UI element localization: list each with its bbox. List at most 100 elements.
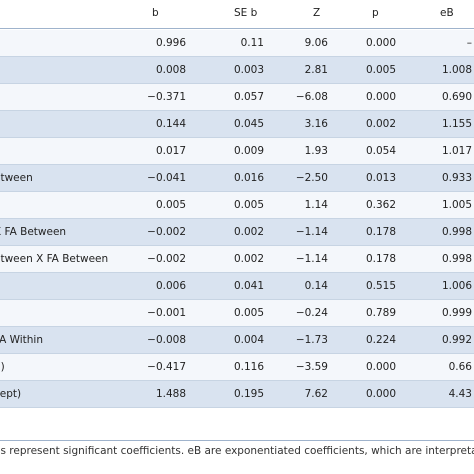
- row-label: cept): [0, 388, 22, 400]
- row-value-p: 0.000: [365, 37, 396, 49]
- row-value-z: −1.73: [295, 334, 328, 346]
- row-value-z: 7.62: [304, 388, 328, 400]
- row-value-b: −0.371: [147, 91, 186, 103]
- row-value-z: 9.06: [304, 37, 328, 49]
- table-footer-rule: [0, 440, 474, 441]
- row-value-eb: 1.006: [441, 280, 472, 292]
- row-value-se: 0.195: [233, 388, 264, 400]
- row-value-p: 0.013: [365, 172, 396, 184]
- row-value-z: 1.14: [304, 199, 328, 211]
- row-value-p: 0.362: [365, 199, 396, 211]
- row-label: FA Within: [0, 334, 44, 346]
- row-value-eb: –: [466, 37, 472, 49]
- row-value-se: 0.116: [233, 361, 264, 373]
- table-row: 0.017 0.009 1.93 0.054 1.017: [0, 138, 474, 165]
- row-value-p: 0.000: [365, 91, 396, 103]
- row-value-z: −0.24: [295, 307, 328, 319]
- row-value-eb: 0.66: [448, 361, 472, 373]
- row-value-eb: 1.005: [441, 199, 472, 211]
- row-value-p: 0.005: [365, 64, 396, 76]
- row-value-b: −0.001: [147, 307, 186, 319]
- header-eb: eB: [440, 7, 454, 19]
- row-label: n: [0, 199, 1, 212]
- row-value-p: 0.178: [365, 226, 396, 238]
- table-row: 0.008 0.003 2.81 0.005 1.008: [0, 57, 474, 84]
- table-row: 0.144 0.045 3.16 0.002 1.155: [0, 111, 474, 138]
- table-row: etween −0.041 0.016 −2.50 0.013 0.933: [0, 165, 474, 192]
- row-value-z: −1.14: [295, 253, 328, 265]
- row-value-se: 0.057: [233, 91, 264, 103]
- table-row: FA Within −0.008 0.004 −1.73 0.224 0.992: [0, 327, 474, 354]
- row-value-b: 0.006: [155, 280, 186, 292]
- row-value-eb: 0.690: [441, 91, 472, 103]
- row-value-p: 0.000: [365, 361, 396, 373]
- row-label: etween X FA Between: [0, 253, 109, 265]
- row-value-eb: 1.008: [441, 64, 472, 76]
- row-value-eb: 1.155: [441, 118, 472, 130]
- table-body: 0.996 0.11 9.06 0.000 – 0.008 0.003 2.81 0.005 1.…: [0, 30, 474, 408]
- row-value-z: 2.81: [304, 64, 328, 76]
- row-value-se: 0.004: [233, 334, 264, 346]
- row-value-se: 0.045: [233, 118, 264, 130]
- table-row: cept) 1.488 0.195 7.62 0.000 4.43: [0, 381, 474, 408]
- row-value-se: 0.041: [233, 280, 264, 292]
- row-label: etween: [0, 172, 33, 184]
- header-p: p: [372, 7, 379, 19]
- row-value-z: −6.08: [295, 91, 328, 103]
- table-header: b SE b Z p eB: [0, 0, 474, 29]
- table-row: etween X FA Between −0.002 0.002 −1.14 0.178…: [0, 246, 474, 273]
- row-label: X FA Between: [0, 226, 67, 238]
- row-value-se: 0.016: [233, 172, 264, 184]
- header-z: Z: [313, 7, 321, 19]
- row-value-b: −0.041: [147, 172, 186, 184]
- row-value-b: −0.417: [147, 361, 186, 373]
- row-value-b: 0.996: [155, 37, 186, 49]
- table-row: X FA Between −0.002 0.002 −1.14 0.178 0.998: [0, 219, 474, 246]
- table-row: 0.006 0.041 0.14 0.515 1.006: [0, 273, 474, 300]
- row-value-p: 0.054: [365, 145, 396, 157]
- row-value-se: 0.002: [233, 226, 264, 238]
- row-value-z: −1.14: [295, 226, 328, 238]
- row-value-eb: 1.017: [441, 145, 472, 157]
- row-value-eb: 0.992: [441, 334, 472, 346]
- row-value-p: 0.789: [365, 307, 396, 319]
- row-label: n): [0, 361, 5, 373]
- row-value-b: 0.017: [155, 145, 186, 157]
- row-value-z: −3.59: [295, 361, 328, 373]
- row-value-p: 0.224: [365, 334, 396, 346]
- row-value-eb: 4.43: [448, 388, 472, 400]
- table-row: n 0.005 0.005 1.14 0.362 1.005: [0, 192, 474, 219]
- header-b: b: [152, 7, 159, 19]
- table-row: 0.996 0.11 9.06 0.000 –: [0, 30, 474, 57]
- row-value-b: −0.008: [147, 334, 186, 346]
- table-row: n) −0.417 0.116 −3.59 0.000 0.66: [0, 354, 474, 381]
- table-footnote: es represent significant coefficients. e…: [0, 445, 474, 457]
- row-value-se: 0.002: [233, 253, 264, 265]
- row-value-b: 0.008: [155, 64, 186, 76]
- row-value-eb: 0.933: [441, 172, 472, 184]
- row-value-z: 1.93: [304, 145, 328, 157]
- row-value-p: 0.178: [365, 253, 396, 265]
- row-value-b: −0.002: [147, 226, 186, 238]
- table-row: −0.371 0.057 −6.08 0.000 0.690: [0, 84, 474, 111]
- row-value-b: −0.002: [147, 253, 186, 265]
- row-value-se: 0.11: [240, 37, 264, 49]
- row-value-p: 0.000: [365, 388, 396, 400]
- header-se-b: SE b: [234, 7, 258, 19]
- row-value-b: 1.488: [155, 388, 186, 400]
- row-value-se: 0.005: [233, 199, 264, 211]
- row-value-z: −2.50: [295, 172, 328, 184]
- row-value-z: 0.14: [304, 280, 328, 292]
- row-value-eb: 0.999: [441, 307, 472, 319]
- row-value-eb: 0.998: [441, 253, 472, 265]
- row-value-z: 3.16: [304, 118, 328, 130]
- row-value-p: 0.002: [365, 118, 396, 130]
- row-value-eb: 0.998: [441, 226, 472, 238]
- row-value-se: 0.009: [233, 145, 264, 157]
- row-value-p: 0.515: [365, 280, 396, 292]
- row-value-se: 0.005: [233, 307, 264, 319]
- row-value-b: 0.005: [155, 199, 186, 211]
- row-value-se: 0.003: [233, 64, 264, 76]
- row-value-b: 0.144: [155, 118, 186, 130]
